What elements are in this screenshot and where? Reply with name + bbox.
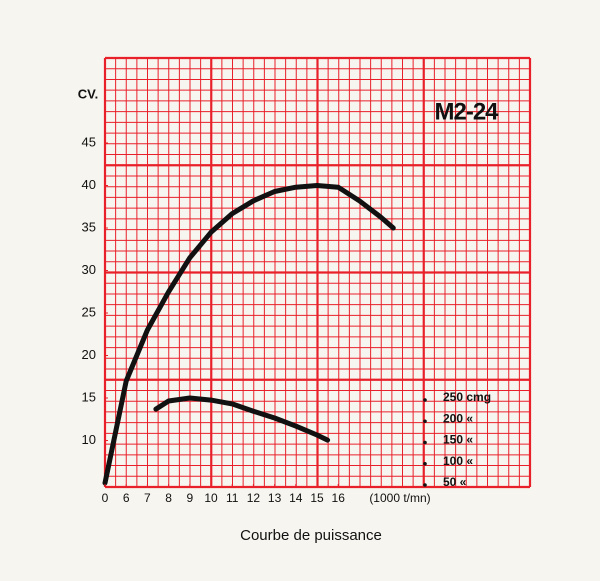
chart-title: M2-24 (434, 98, 499, 125)
y-tick-label: 35 (82, 219, 96, 234)
x-tick-label: 0 (102, 491, 109, 505)
y-axis-label: CV. (78, 86, 98, 101)
y-tick-label: 30 (82, 262, 96, 277)
y-tick-label: 10 (82, 432, 96, 447)
y-tick-label: 15 (82, 389, 96, 404)
y2-tick (423, 440, 427, 445)
x-tick-label: 9 (186, 491, 193, 505)
curve (102, 183, 396, 486)
y2-tick (423, 419, 427, 424)
graph-paper (103, 56, 532, 489)
x-tick-label: 12 (247, 491, 261, 505)
y-tick-label: 40 (82, 177, 96, 192)
y2-tick-label: 50 « (443, 475, 467, 489)
y2-tick-label: 250 cmg (443, 390, 491, 404)
y2-tick (423, 483, 427, 487)
y2-tick-label: 150 « (443, 433, 473, 447)
x-axis-label: (1000 t/mn) (369, 491, 430, 505)
x-tick-label: 7 (144, 491, 151, 505)
y2-tick (423, 461, 427, 466)
x-tick-label: 11 (226, 491, 239, 505)
y-tick-label: 20 (82, 347, 96, 362)
y2-tick (423, 398, 427, 402)
curve (153, 395, 331, 443)
y2-tick-label: 200 « (443, 411, 473, 425)
caption: Courbe de puissance (240, 527, 382, 544)
x-tick-label: 15 (310, 491, 324, 505)
x-tick-label: 8 (165, 491, 172, 505)
y-tick-label: 25 (82, 304, 96, 319)
x-tick-label: 6 (123, 491, 130, 505)
plot (102, 183, 396, 486)
x-tick-label: 10 (204, 491, 218, 505)
y2-tick-label: 100 « (443, 454, 473, 468)
y-tick-label: 45 (82, 134, 96, 149)
x-tick-label: 14 (289, 491, 303, 505)
x-tick-label: 13 (268, 491, 282, 505)
x-tick-label: 16 (332, 491, 346, 505)
